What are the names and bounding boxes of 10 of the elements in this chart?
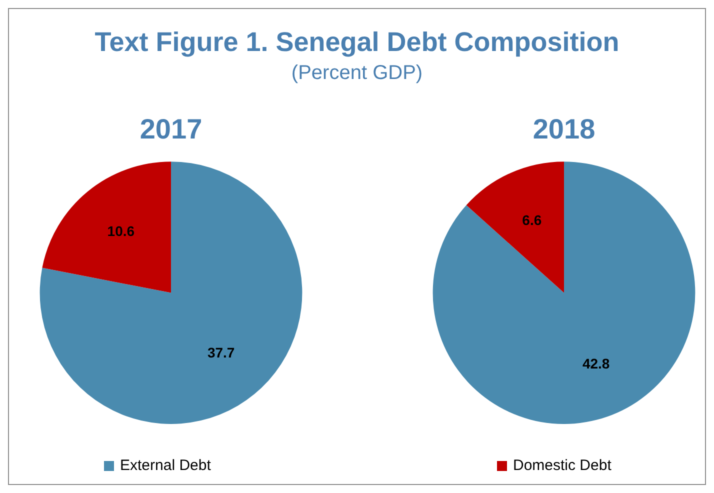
legend-label: External Debt — [120, 457, 211, 474]
legend-label: Domestic Debt — [513, 457, 612, 474]
data-label: 6.6 — [522, 212, 542, 228]
chart-title: 2017 — [140, 114, 202, 145]
chart-title: 2018 — [532, 114, 596, 145]
data-label: 10.6 — [107, 222, 135, 239]
data-label: 37.7 — [207, 344, 235, 360]
data-label: 42.8 — [582, 356, 610, 372]
text: (Percent GDP) — [290, 62, 424, 85]
text: Text Figure 1. Senegal Debt Composition — [94, 27, 620, 58]
